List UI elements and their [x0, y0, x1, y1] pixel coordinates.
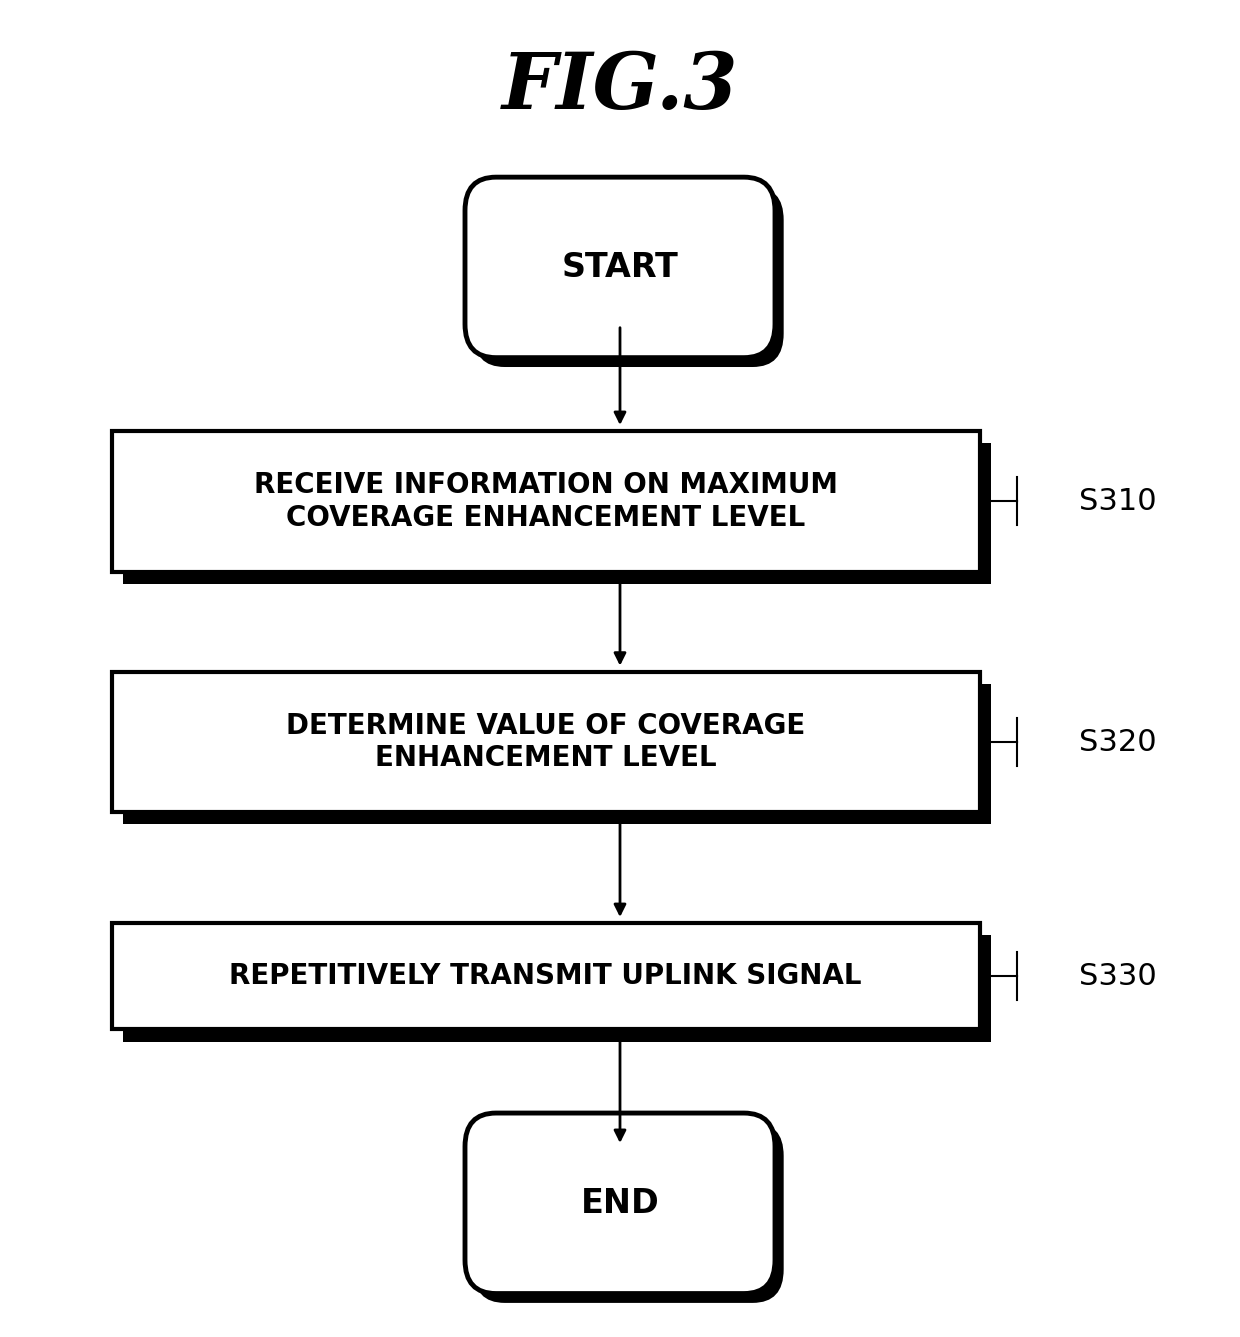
Text: END: END — [580, 1187, 660, 1219]
Text: DETERMINE VALUE OF COVERAGE
ENHANCEMENT LEVEL: DETERMINE VALUE OF COVERAGE ENHANCEMENT … — [286, 711, 805, 773]
FancyBboxPatch shape — [465, 1112, 775, 1294]
Bar — [123, 935, 991, 1042]
Text: S310: S310 — [1079, 487, 1157, 516]
FancyBboxPatch shape — [474, 1123, 784, 1302]
Text: REPETITIVELY TRANSMIT UPLINK SIGNAL: REPETITIVELY TRANSMIT UPLINK SIGNAL — [229, 963, 862, 989]
Text: S320: S320 — [1079, 727, 1157, 757]
Bar — [123, 444, 991, 583]
Bar — [112, 431, 980, 572]
FancyBboxPatch shape — [465, 176, 775, 357]
Bar — [123, 685, 991, 824]
Text: S330: S330 — [1079, 961, 1157, 991]
Text: FIG.3: FIG.3 — [502, 48, 738, 126]
FancyBboxPatch shape — [474, 186, 784, 366]
Text: START: START — [562, 251, 678, 283]
Bar — [112, 923, 980, 1029]
Text: RECEIVE INFORMATION ON MAXIMUM
COVERAGE ENHANCEMENT LEVEL: RECEIVE INFORMATION ON MAXIMUM COVERAGE … — [254, 471, 837, 532]
Bar — [112, 671, 980, 812]
